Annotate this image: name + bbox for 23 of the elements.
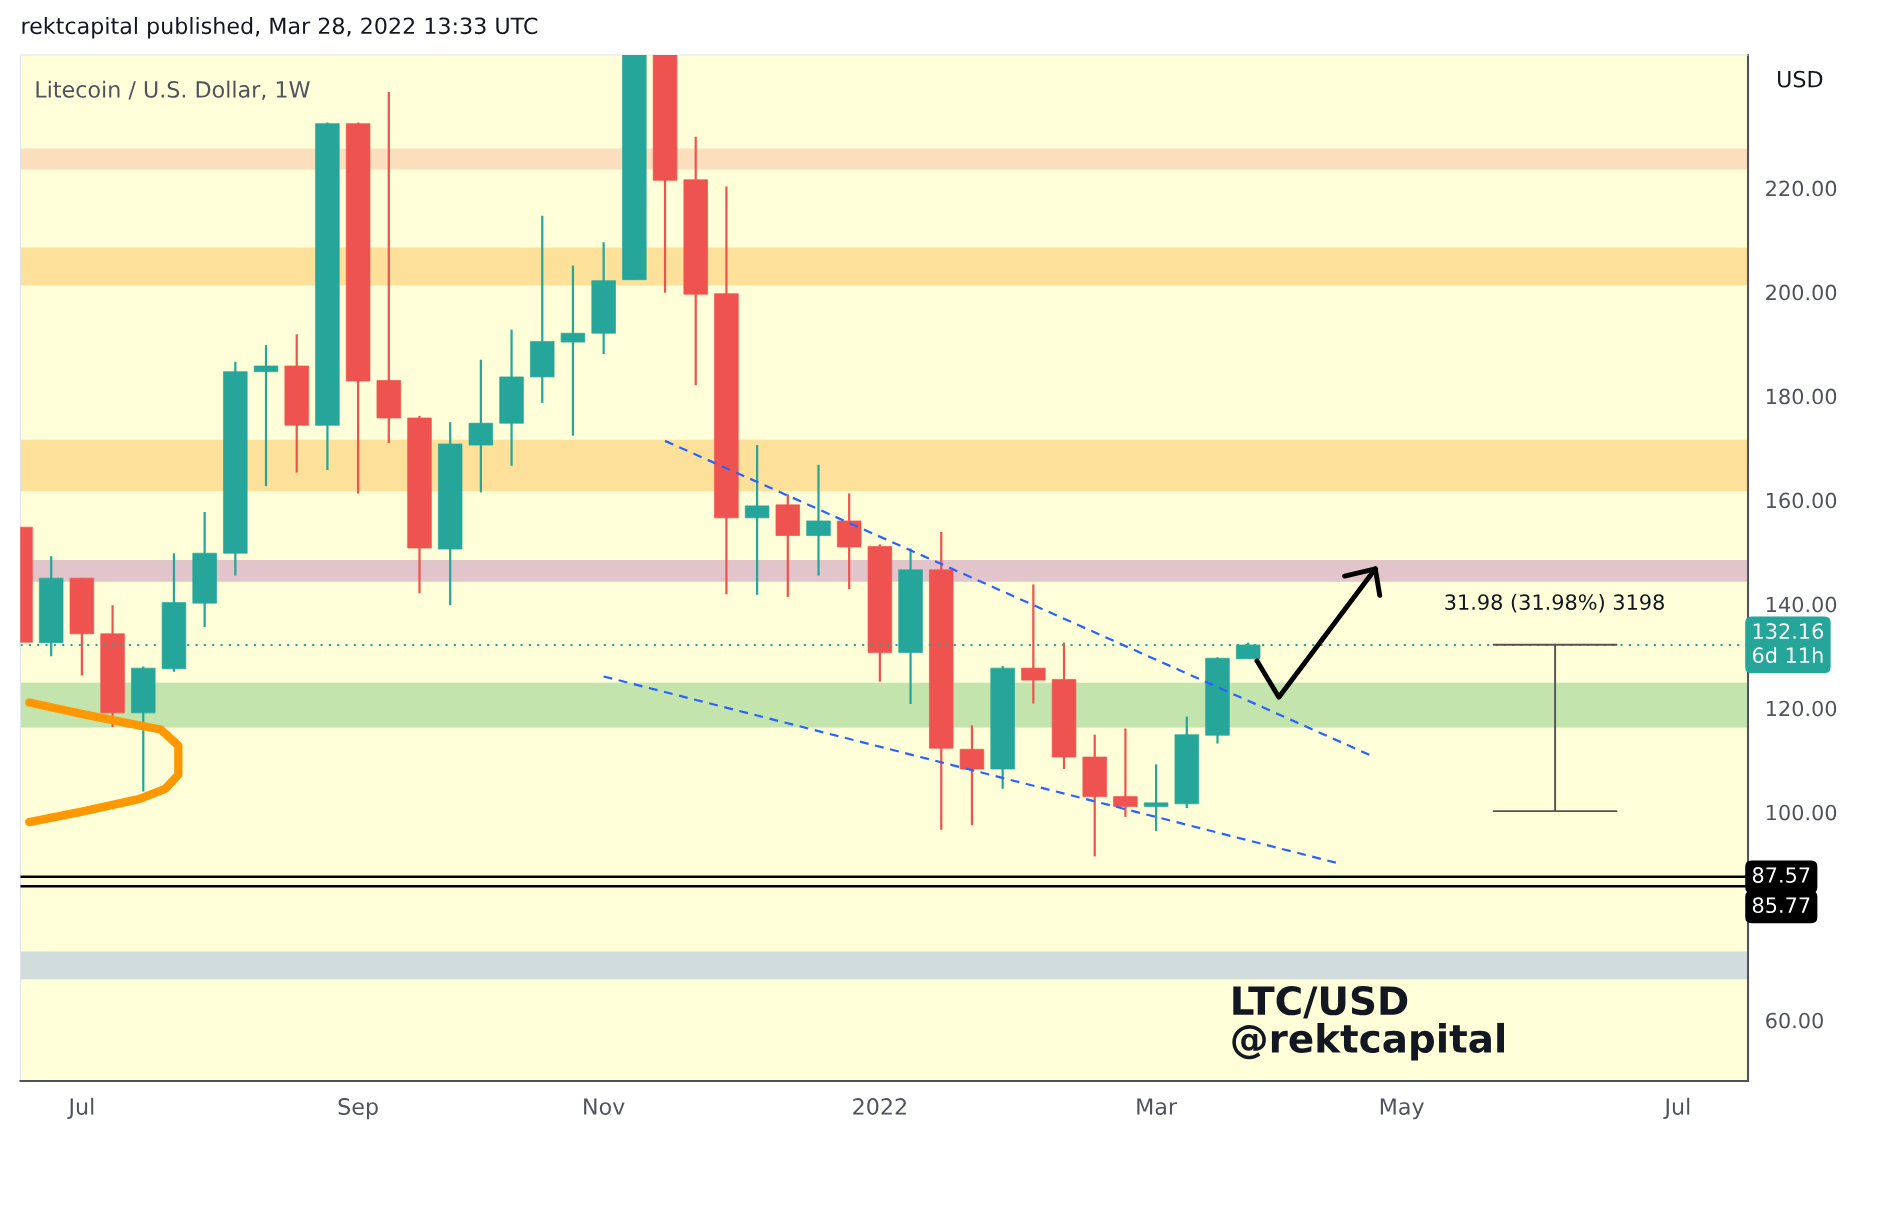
x-tick-label: Jul [1663,1097,1690,1120]
legend-label: 85.77 [1752,897,1810,914]
y-tick-label: 60.00 [1766,1012,1823,1029]
x-tick-label: Nov [584,1098,625,1115]
y-tick-label: 140.00 [1766,596,1837,613]
chart-title: rektcapital published, Mar 28, 2022 13:33 UTC [22,16,538,39]
y-tick-label: 220.00 [1766,180,1837,197]
x-tick-label: Sep [338,1098,378,1120]
annotation: 31.98 (31.98%) 3198 [1445,593,1664,613]
y-tick-label: 100.00 [1766,804,1837,821]
text: USD [1778,70,1823,88]
annotation: LTC/USD @rektcapital [1232,985,1505,1061]
y-tick-label: 200.00 [1766,284,1837,301]
y-tick-label: 180.00 [1766,388,1837,405]
text: Litecoin / U.S. Dollar, 1W [36,80,310,101]
y-tick-label: 160.00 [1766,492,1837,509]
x-tick-label: Mar [1137,1098,1178,1115]
y-tick-label: 120.00 [1766,700,1837,717]
x-tick-label: Jul [67,1097,94,1120]
ref-line-label: 132.16 6d 11h [1752,623,1824,664]
ref-line-label: 87.57 [1752,867,1810,883]
x-tick-label: 2022 [853,1098,906,1115]
x-tick-label: May [1380,1098,1424,1120]
